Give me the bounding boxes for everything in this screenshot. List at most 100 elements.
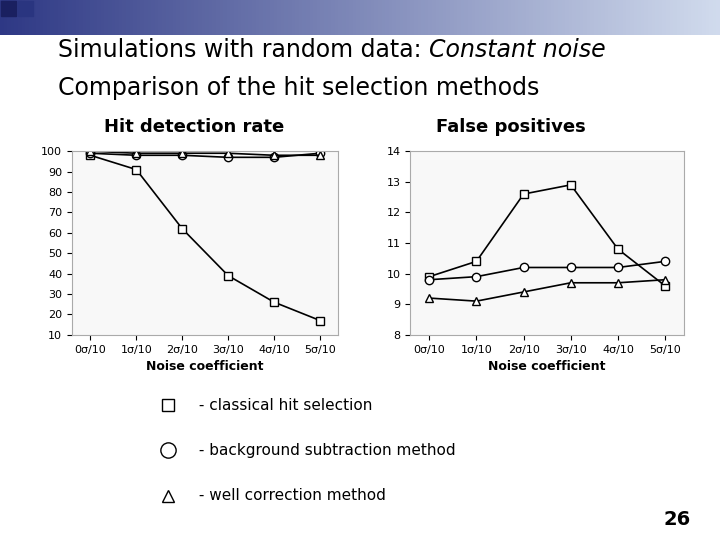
Bar xyxy=(90,0,94,35)
Bar xyxy=(648,0,652,35)
Bar xyxy=(288,0,292,35)
Bar xyxy=(580,0,583,35)
Bar xyxy=(187,0,191,35)
Bar xyxy=(504,0,508,35)
Bar xyxy=(119,0,122,35)
Bar xyxy=(590,0,594,35)
Bar xyxy=(515,0,518,35)
Bar xyxy=(212,0,216,35)
Bar xyxy=(112,0,115,35)
Bar xyxy=(94,0,97,35)
Bar xyxy=(472,0,475,35)
Bar xyxy=(122,0,126,35)
Text: - well correction method: - well correction method xyxy=(194,488,385,503)
Bar xyxy=(241,0,245,35)
Bar xyxy=(194,0,198,35)
Bar xyxy=(191,0,194,35)
Bar xyxy=(162,0,166,35)
Bar xyxy=(436,0,439,35)
Text: Hit detection rate: Hit detection rate xyxy=(104,118,284,136)
Bar xyxy=(702,0,706,35)
Bar xyxy=(1,1,16,16)
Bar xyxy=(576,0,580,35)
Bar xyxy=(713,0,716,35)
Bar xyxy=(511,0,515,35)
Bar xyxy=(446,0,450,35)
Bar xyxy=(137,0,140,35)
Bar xyxy=(284,0,288,35)
Bar xyxy=(367,0,371,35)
Bar xyxy=(248,0,252,35)
Bar xyxy=(72,0,76,35)
Bar xyxy=(7,0,11,35)
Bar xyxy=(612,0,616,35)
Bar xyxy=(169,0,173,35)
Bar xyxy=(464,0,468,35)
Bar xyxy=(594,0,598,35)
Bar xyxy=(619,0,623,35)
Bar xyxy=(324,0,328,35)
Bar xyxy=(270,0,274,35)
Bar xyxy=(490,0,493,35)
Bar xyxy=(558,0,562,35)
Bar xyxy=(608,0,612,35)
Bar xyxy=(126,0,130,35)
Bar xyxy=(18,0,22,35)
Bar xyxy=(101,0,104,35)
Bar xyxy=(428,0,432,35)
Bar xyxy=(533,0,536,35)
Bar xyxy=(695,0,698,35)
Bar xyxy=(220,0,223,35)
Text: False positives: False positives xyxy=(436,118,586,136)
Bar xyxy=(569,0,572,35)
Bar xyxy=(522,0,526,35)
Bar xyxy=(583,0,587,35)
Bar xyxy=(310,0,313,35)
Bar xyxy=(518,0,522,35)
Bar xyxy=(547,0,551,35)
Bar xyxy=(346,0,349,35)
Bar xyxy=(598,0,601,35)
Bar xyxy=(205,0,209,35)
Bar xyxy=(328,0,331,35)
Bar xyxy=(266,0,270,35)
Bar xyxy=(529,0,533,35)
Bar xyxy=(148,0,151,35)
Bar xyxy=(623,0,626,35)
Bar xyxy=(353,0,356,35)
Bar xyxy=(238,0,241,35)
Bar xyxy=(230,0,234,35)
Bar xyxy=(684,0,688,35)
Bar xyxy=(306,0,310,35)
Bar xyxy=(587,0,590,35)
Bar xyxy=(295,0,299,35)
Bar xyxy=(302,0,306,35)
Bar xyxy=(605,0,608,35)
Bar xyxy=(374,0,378,35)
Bar xyxy=(277,0,281,35)
Bar xyxy=(688,0,691,35)
Bar xyxy=(313,0,317,35)
Bar xyxy=(25,0,29,35)
Bar xyxy=(158,0,162,35)
Bar xyxy=(281,0,284,35)
Bar xyxy=(418,0,421,35)
Bar xyxy=(202,0,205,35)
Bar xyxy=(227,0,230,35)
Bar xyxy=(184,0,187,35)
Bar xyxy=(677,0,680,35)
Bar xyxy=(666,0,670,35)
Bar xyxy=(133,0,137,35)
Bar xyxy=(17,1,33,16)
Bar xyxy=(140,0,144,35)
Bar xyxy=(659,0,662,35)
Bar xyxy=(454,0,457,35)
Bar xyxy=(173,0,176,35)
Bar xyxy=(43,0,47,35)
Bar xyxy=(439,0,443,35)
Bar xyxy=(97,0,101,35)
Bar xyxy=(76,0,79,35)
Bar xyxy=(572,0,576,35)
Bar xyxy=(486,0,490,35)
Bar xyxy=(706,0,709,35)
